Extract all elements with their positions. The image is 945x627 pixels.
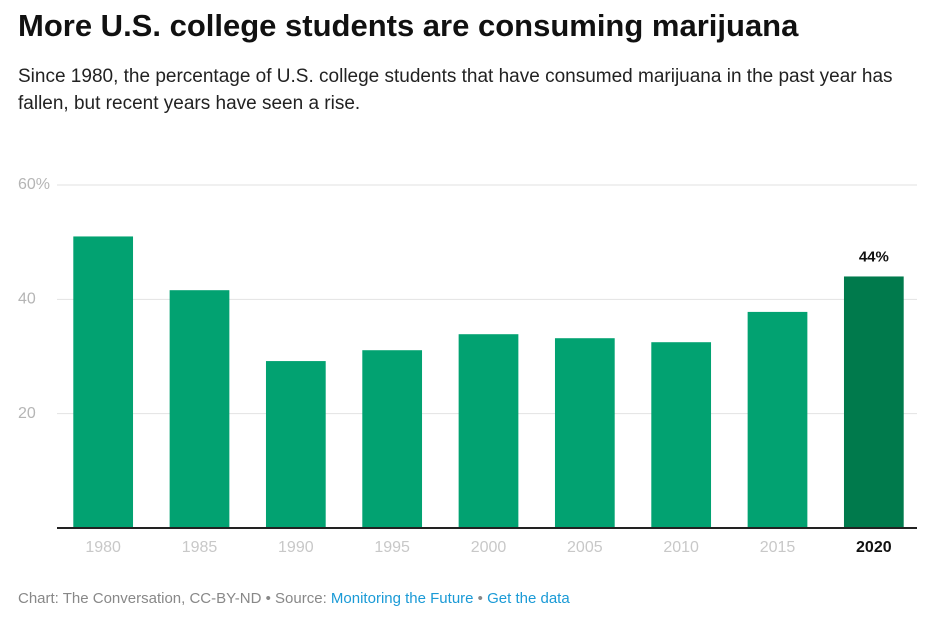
separator: • (477, 590, 483, 607)
x-tick-label: 2000 (471, 539, 507, 556)
source-label: Source: (275, 590, 327, 607)
bar (265, 361, 326, 528)
chart-subtitle: Since 1980, the percentage of U.S. colle… (18, 66, 893, 114)
bar (651, 342, 712, 528)
x-tick-label: 2015 (760, 539, 796, 556)
bar (362, 350, 423, 528)
y-tick-label: 40 (18, 291, 36, 308)
chart-title: More U.S. college students are consuming… (18, 8, 799, 43)
bar (73, 236, 134, 528)
bar (458, 334, 519, 528)
bar (843, 276, 904, 528)
separator: • (265, 590, 271, 607)
x-tick-label: 1985 (182, 539, 218, 556)
source-link[interactable]: Monitoring the Future (330, 590, 474, 607)
data-link[interactable]: Get the data (487, 590, 570, 607)
value-label: 44% (859, 248, 889, 265)
bar (169, 290, 230, 528)
x-tick-label: 1980 (85, 539, 121, 556)
credit: Chart: The Conversation, CC-BY-ND (18, 590, 262, 607)
x-tick-label: 1995 (374, 539, 410, 556)
bar (747, 311, 808, 528)
footer: Chart: The Conversation, CC-BY-ND • Sour… (18, 590, 570, 607)
bar (554, 338, 615, 528)
y-tick-label: 20 (18, 405, 36, 422)
x-tick-label: 2010 (663, 539, 699, 556)
x-tick-label: 2005 (567, 539, 603, 556)
x-tick-label: 1990 (278, 539, 314, 556)
y-tick-label: 60% (18, 176, 50, 193)
chart: 20 40 60% 1980 1985 1990 1995 2000 2005 2010 2015 2… (18, 176, 917, 556)
x-tick-label: 2020 (856, 539, 892, 556)
